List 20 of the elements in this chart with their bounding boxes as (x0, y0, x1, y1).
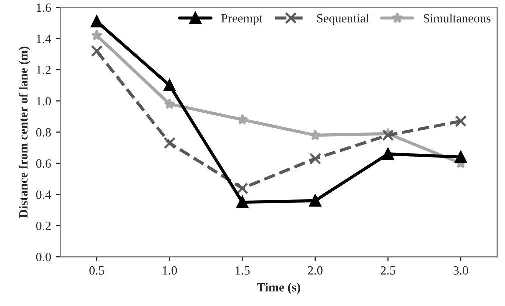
y-tick-label: 0.4 (36, 190, 52, 200)
y-tick-label: 1.0 (37, 97, 52, 106)
legend-label: Preempt (222, 14, 263, 26)
x-axis-title: Time (s) (257, 282, 300, 294)
y-tick-label: 1.4 (37, 34, 52, 44)
y-tick-label: 1.6 (37, 4, 52, 12)
y-tick-label: 0.8 (36, 128, 52, 137)
y-tick-label: 1.2 (37, 66, 51, 75)
x-tick-label: 0.5 (90, 266, 104, 275)
x-tick-label: 1.5 (236, 266, 250, 275)
legend-label: Simultaneous (424, 14, 491, 23)
legend-label: Sequential (317, 14, 370, 26)
y-tick-label: 0.2 (36, 222, 51, 230)
y-tick-label: 0.6 (36, 160, 52, 168)
y-axis-title: Distance from center of lane (m) (18, 46, 30, 218)
x-tick-label: 2.0 (308, 266, 323, 275)
y-tick-label: 0.0 (36, 253, 52, 262)
x-tick-label: 1.0 (163, 266, 178, 275)
x-tick-label: 3.0 (454, 266, 468, 275)
x-tick-label: 2.5 (380, 266, 396, 275)
